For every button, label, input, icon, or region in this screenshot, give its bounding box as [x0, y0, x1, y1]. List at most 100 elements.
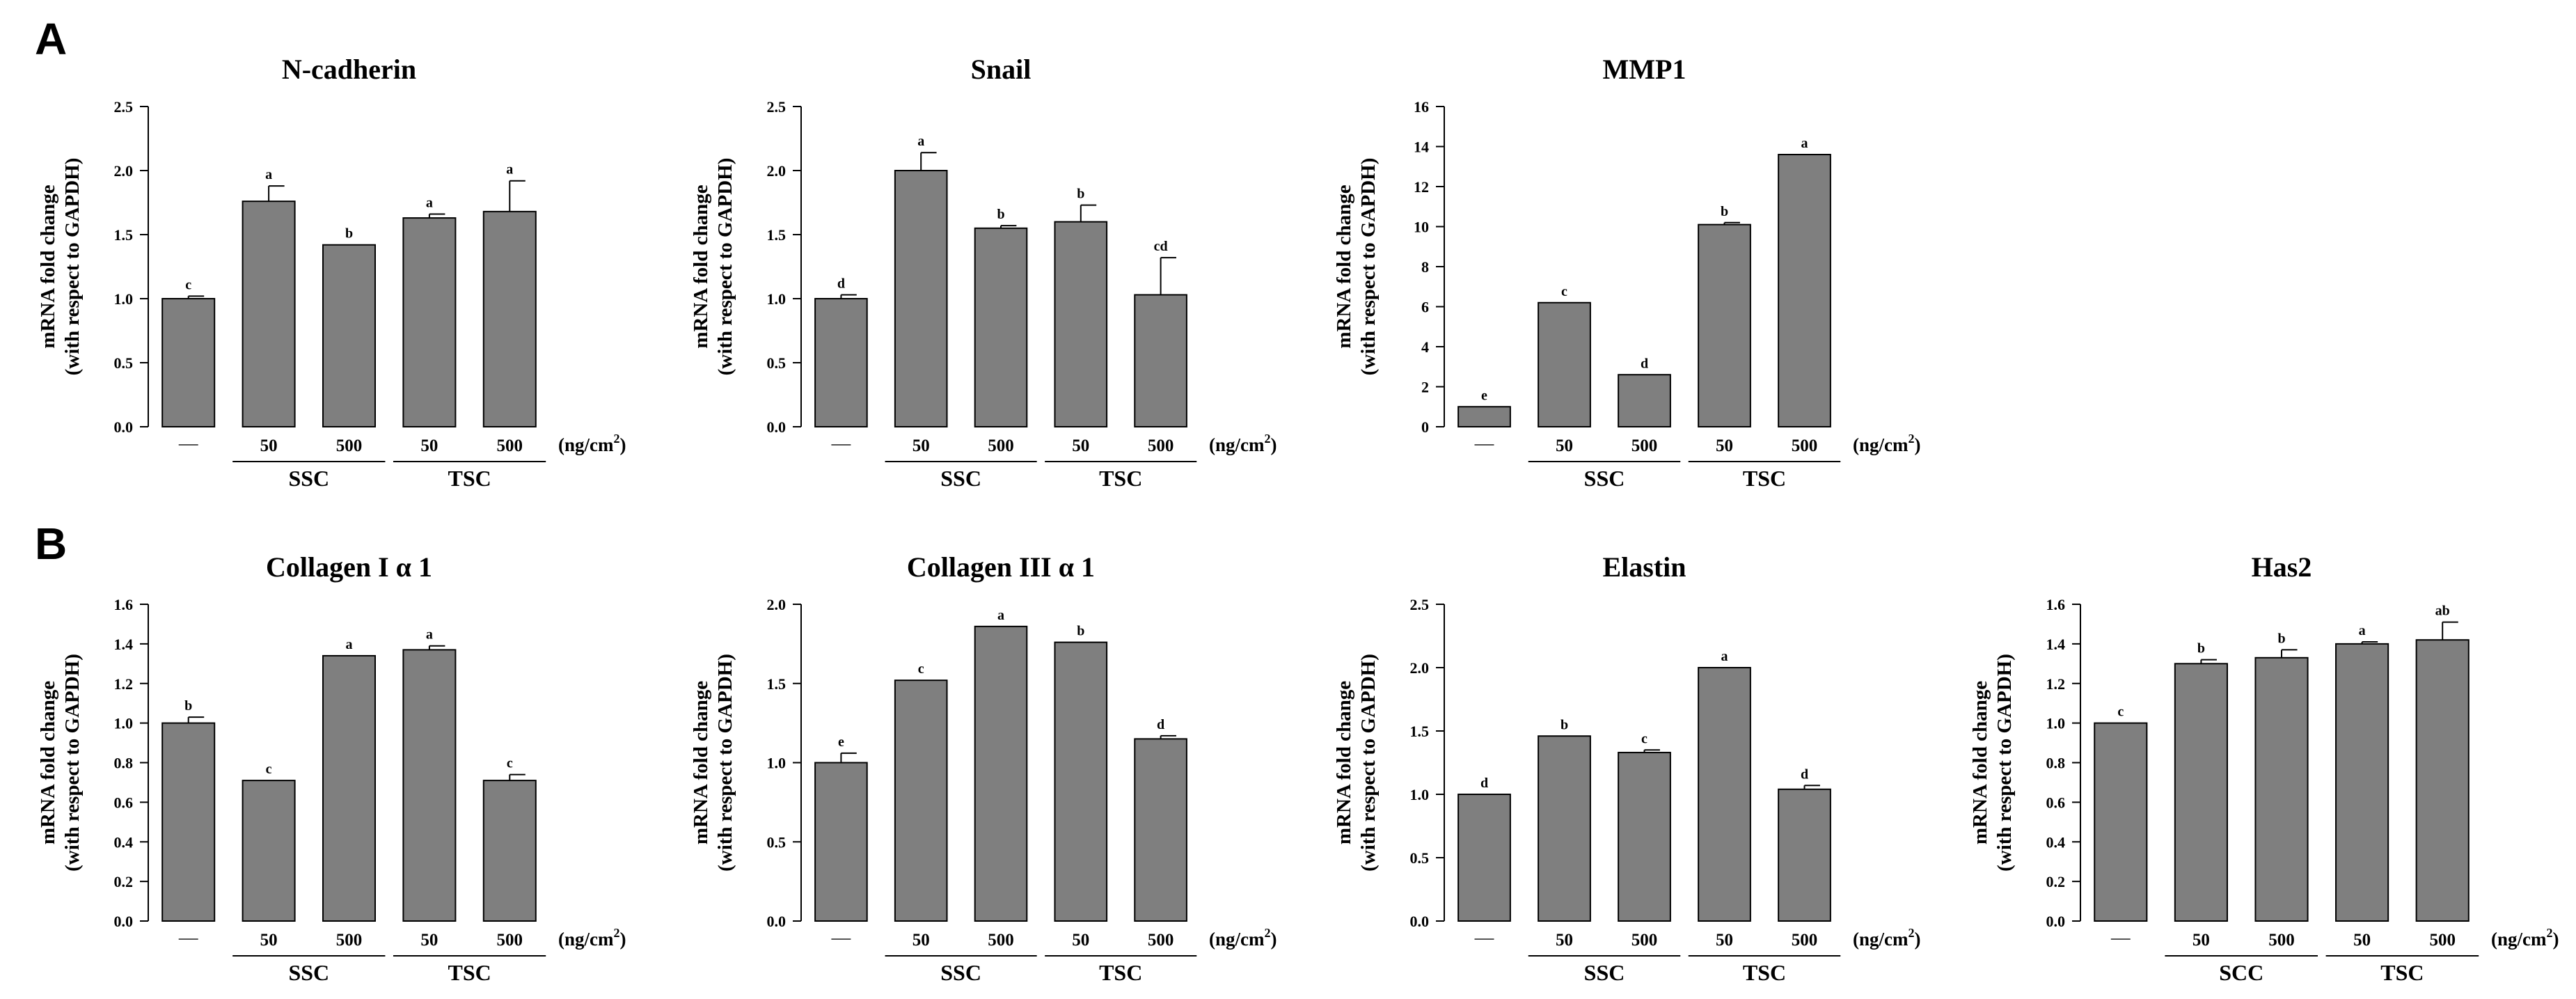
y-tick-label: 1.6: [2046, 596, 2066, 613]
chart-5: Collagen III α 1 0.0 0.5 1.0 1.5 2.0 mRNA fold…: [690, 551, 1277, 985]
significance-label: b: [345, 226, 353, 242]
y-tick-label: 0.4: [114, 833, 134, 851]
y-axis-label-line2: (with respect to GAPDH): [61, 654, 84, 872]
x-tick-label: 50: [2353, 931, 2371, 950]
x-tick-label: 50: [1556, 436, 1573, 455]
bar: [974, 227, 1028, 427]
chart-title: Has2: [2252, 551, 2312, 583]
bar: [1134, 294, 1187, 428]
y-tick-label: 1.0: [767, 755, 787, 772]
x-tick-label: 50: [420, 931, 438, 950]
significance-label: cd: [1154, 239, 1168, 254]
chart-title: Snail: [971, 54, 1032, 85]
significance-label: a: [997, 608, 1004, 623]
y-tick-label: 4: [1421, 338, 1429, 356]
bar: [1538, 301, 1591, 427]
panel-letter-b: B: [35, 519, 67, 569]
x-tick-label: 50: [260, 436, 278, 455]
y-axis-label-line2: (with respect to GAPDH): [1993, 654, 2016, 872]
y-tick-label: 1.4: [114, 636, 134, 653]
significance-label: e: [838, 734, 844, 750]
y-tick-label: 14: [1414, 139, 1429, 156]
group-label: SSC: [1584, 960, 1625, 985]
significance-label: a: [426, 627, 433, 643]
x-tick-label: 500: [497, 931, 523, 950]
bar: [814, 762, 868, 922]
y-tick-label: 16: [1414, 98, 1429, 116]
chart-3: MMP1 0 2 4 6 8 10 12 14 16 mRNA fold change (with r…: [1333, 54, 1920, 491]
x-tick-label: 500: [1148, 436, 1174, 455]
y-tick-label: 12: [1414, 178, 1429, 196]
y-axis-label-line2: (with respect to GAPDH): [714, 158, 736, 376]
y-tick-label: 2: [1421, 379, 1429, 396]
y-tick-label: 0.0: [2046, 913, 2066, 930]
bar: [1698, 667, 1751, 922]
x-tick-label: 500: [1631, 436, 1658, 455]
significance-label: a: [506, 162, 513, 178]
y-tick-label: 8: [1421, 258, 1429, 276]
y-tick-label: 0: [1421, 418, 1429, 436]
significance-label: c: [266, 762, 272, 777]
bar: [242, 200, 296, 427]
x-tick-label: 50: [912, 436, 930, 455]
bar: [2335, 643, 2389, 922]
y-tick-label: 1.5: [114, 226, 134, 244]
significance-label: e: [1481, 388, 1487, 403]
bar: [1778, 154, 1831, 427]
y-tick-label: 0.0: [114, 418, 134, 436]
y-tick-label: 0.6: [114, 794, 134, 811]
y-tick-label: 1.2: [114, 675, 134, 693]
y-tick-label: 0.0: [1410, 913, 1430, 930]
x-tick-label: 50: [1072, 931, 1089, 950]
significance-label: c: [185, 277, 191, 292]
bar: [894, 170, 948, 427]
chart-4: Collagen I α 1 0.0 0.2 0.4 0.6 0.8 1.0 1.2 1.4 1.…: [37, 551, 626, 985]
significance-label: d: [1157, 717, 1164, 732]
y-tick-label: 1.5: [1410, 723, 1430, 740]
chart-6: Elastin 0.0 0.5 1.0 1.5 2.0 2.5 mRNA fold chang…: [1333, 551, 1920, 985]
chart-title: MMP1: [1603, 54, 1686, 85]
y-tick-label: 0.5: [767, 833, 787, 851]
bar: [1134, 738, 1187, 922]
significance-label: c: [1641, 731, 1647, 746]
bar: [894, 679, 948, 922]
significance-label: a: [1721, 649, 1728, 664]
y-tick-label: 0.0: [114, 913, 134, 930]
x-tick-label: 500: [497, 436, 523, 455]
group-label: SCC: [2219, 960, 2263, 985]
significance-label: c: [2117, 705, 2124, 720]
significance-label: c: [1561, 284, 1567, 299]
y-axis-label-line2: (with respect to GAPDH): [714, 654, 736, 872]
x-tick-label: 500: [2429, 931, 2456, 950]
y-axis-label-line1: mRNA fold change: [37, 184, 59, 348]
panel-letter-a: A: [35, 14, 67, 64]
y-axis-label-line1: mRNA fold change: [1969, 681, 1991, 844]
y-tick-label: 2.0: [1410, 659, 1430, 677]
x-tick-label: 50: [1716, 436, 1733, 455]
group-label: TSC: [1743, 466, 1786, 491]
y-tick-label: 2.5: [767, 98, 787, 116]
y-tick-label: 1.0: [2046, 715, 2066, 732]
x-tick-label: 50: [1716, 931, 1733, 950]
group-label: SSC: [940, 466, 981, 491]
significance-label: a: [1801, 136, 1808, 151]
y-tick-label: 6: [1421, 299, 1429, 316]
y-tick-label: 0.5: [767, 354, 787, 372]
x-tick-label: 500: [1792, 436, 1818, 455]
y-axis-label-line1: mRNA fold change: [690, 681, 712, 844]
y-tick-label: 0.2: [2046, 873, 2066, 890]
chart-title: Elastin: [1602, 551, 1686, 583]
x-tick-label: 500: [336, 931, 363, 950]
x-tick-label: 500: [1631, 931, 1658, 950]
y-tick-label: 2.0: [114, 162, 134, 180]
charts-container: N-cadherin 0.0 0.5 1.0 1.5 2.0 2.5 mRNA fold ch…: [37, 54, 2559, 985]
bar: [161, 722, 216, 922]
bar: [402, 217, 457, 427]
y-tick-label: 0.0: [767, 418, 787, 436]
y-tick-label: 1.2: [2046, 675, 2066, 693]
significance-label: d: [1480, 776, 1488, 791]
y-tick-label: 2.0: [767, 162, 787, 180]
group-label: TSC: [1099, 466, 1142, 491]
y-tick-label: 2.0: [767, 596, 787, 613]
